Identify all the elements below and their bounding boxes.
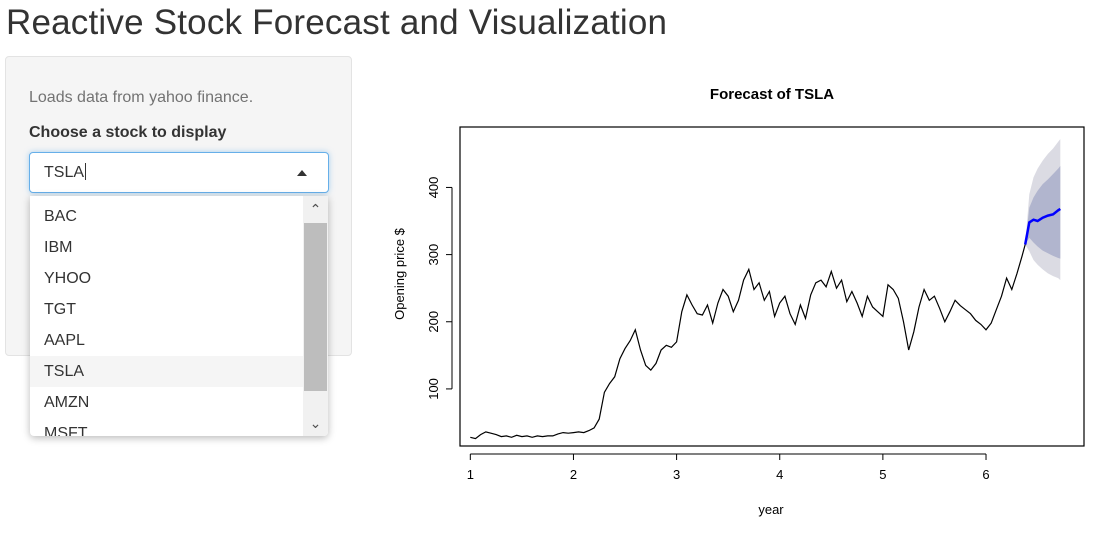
plot-frame xyxy=(459,126,1085,447)
help-text: Loads data from yahoo finance. xyxy=(29,89,254,106)
ci80-band xyxy=(1025,166,1061,259)
history-line xyxy=(470,244,1026,440)
stock-select-label: Choose a stock to display xyxy=(29,124,227,141)
series-layer xyxy=(470,207,1061,440)
x-tick-label: 6 xyxy=(982,467,989,482)
dropdown-options-list: BAC IBM YHOO TGT AAPL TSLA AMZN MSFT xyxy=(30,201,303,436)
forecast-line xyxy=(1023,207,1061,245)
x-tick-label: 3 xyxy=(673,467,680,482)
dropdown-option[interactable]: AMZN xyxy=(44,394,90,411)
x-tick-label: 2 xyxy=(570,467,577,482)
chevron-up-icon[interactable]: ⌃ xyxy=(309,201,322,217)
dropdown-scrollbar[interactable]: ⌃ ⌄ xyxy=(303,196,328,436)
dropdown-option[interactable]: YHOO xyxy=(44,270,92,287)
chevron-down-icon[interactable]: ⌄ xyxy=(309,415,322,431)
x-axis-label: year xyxy=(758,502,784,517)
y-tick-label: 200 xyxy=(426,311,441,333)
caret-up-icon[interactable] xyxy=(297,170,307,176)
scrollbar-thumb[interactable] xyxy=(304,223,327,391)
x-tick-label: 1 xyxy=(467,467,474,482)
text-cursor xyxy=(85,163,87,180)
dropdown-option[interactable]: TGT xyxy=(44,301,76,318)
x-tick-label: 5 xyxy=(879,467,886,482)
stock-select-value: TSLA xyxy=(44,163,87,181)
chart-title: Forecast of TSLA xyxy=(710,86,834,103)
dropdown-option[interactable]: AAPL xyxy=(44,332,85,349)
stock-dropdown-menu[interactable]: BAC IBM YHOO TGT AAPL TSLA AMZN MSFT ⌃ ⌄ xyxy=(30,196,328,436)
y-tick-label: 300 xyxy=(426,244,441,266)
y-tick-label: 100 xyxy=(426,378,441,400)
y-tick-label: 400 xyxy=(426,177,441,199)
dropdown-option[interactable]: MSFT xyxy=(44,425,88,436)
dropdown-option[interactable]: BAC xyxy=(44,208,77,225)
forecast-chart: Forecast of TSLA Opening price $ year 1 2… xyxy=(392,86,1085,517)
x-tick-label: 4 xyxy=(776,467,783,482)
y-axis-label: Opening price $ xyxy=(392,227,407,320)
dropdown-option[interactable]: TSLA xyxy=(30,356,303,387)
y-axis: 100 200 300 400 xyxy=(426,177,453,400)
x-axis: 1 2 3 4 5 6 xyxy=(467,453,990,482)
stock-select-input[interactable]: TSLA xyxy=(29,152,329,193)
app-title: Reactive Stock Forecast and Visualizatio… xyxy=(6,3,668,42)
dropdown-option[interactable]: IBM xyxy=(44,239,73,256)
ci80-band-layer xyxy=(1025,166,1061,259)
